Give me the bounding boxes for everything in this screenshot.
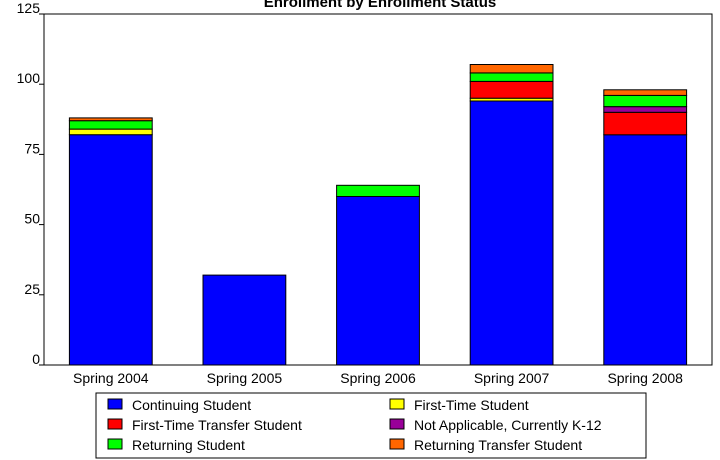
legend-label: First-Time Student (414, 397, 529, 413)
bar-segment (469, 80, 554, 99)
legend-label: Returning Transfer Student (414, 437, 582, 453)
bar-segment (603, 134, 688, 366)
bar-segment (469, 64, 554, 74)
bar-segment (68, 117, 153, 122)
x-tick-label: Spring 2006 (340, 370, 416, 386)
y-tick-label: 50 (24, 211, 40, 227)
bar-segment (603, 111, 688, 136)
bar-segment (336, 196, 420, 366)
bar-segment (202, 274, 287, 366)
y-tick-label: 100 (17, 70, 41, 86)
legend-swatch (389, 398, 405, 410)
bar-segment (68, 128, 153, 136)
legend-box (95, 392, 647, 459)
legend-label: Not Applicable, Currently K-12 (414, 417, 602, 433)
bar-segment (68, 120, 153, 130)
y-tick-label: 75 (24, 140, 40, 156)
legend-swatch (107, 398, 123, 410)
bar-segment (603, 89, 688, 96)
x-tick-label: Spring 2005 (207, 370, 283, 386)
legend-swatch (389, 438, 405, 450)
bar-segment (603, 94, 688, 108)
chart-title: Enrollment by Enrollment Status (264, 0, 497, 11)
x-tick-label: Spring 2008 (607, 370, 683, 386)
legend-swatch (107, 418, 123, 430)
bar-segment (68, 134, 153, 366)
y-tick-label: 25 (24, 281, 40, 297)
bar-segment (336, 184, 420, 198)
x-tick-label: Spring 2007 (474, 370, 550, 386)
legend-swatch (107, 438, 123, 450)
bar-segment (469, 100, 554, 366)
legend-label: Continuing Student (132, 397, 251, 413)
legend-label: First-Time Transfer Student (132, 417, 302, 433)
y-tick-label: 125 (17, 0, 41, 16)
plot-area-frame (43, 13, 713, 366)
x-tick-label: Spring 2004 (73, 370, 149, 386)
legend-swatch (389, 418, 405, 430)
bar-segment (603, 106, 688, 113)
y-tick-label: 0 (32, 351, 40, 367)
bar-segment (469, 72, 554, 82)
legend-label: Returning Student (132, 437, 245, 453)
